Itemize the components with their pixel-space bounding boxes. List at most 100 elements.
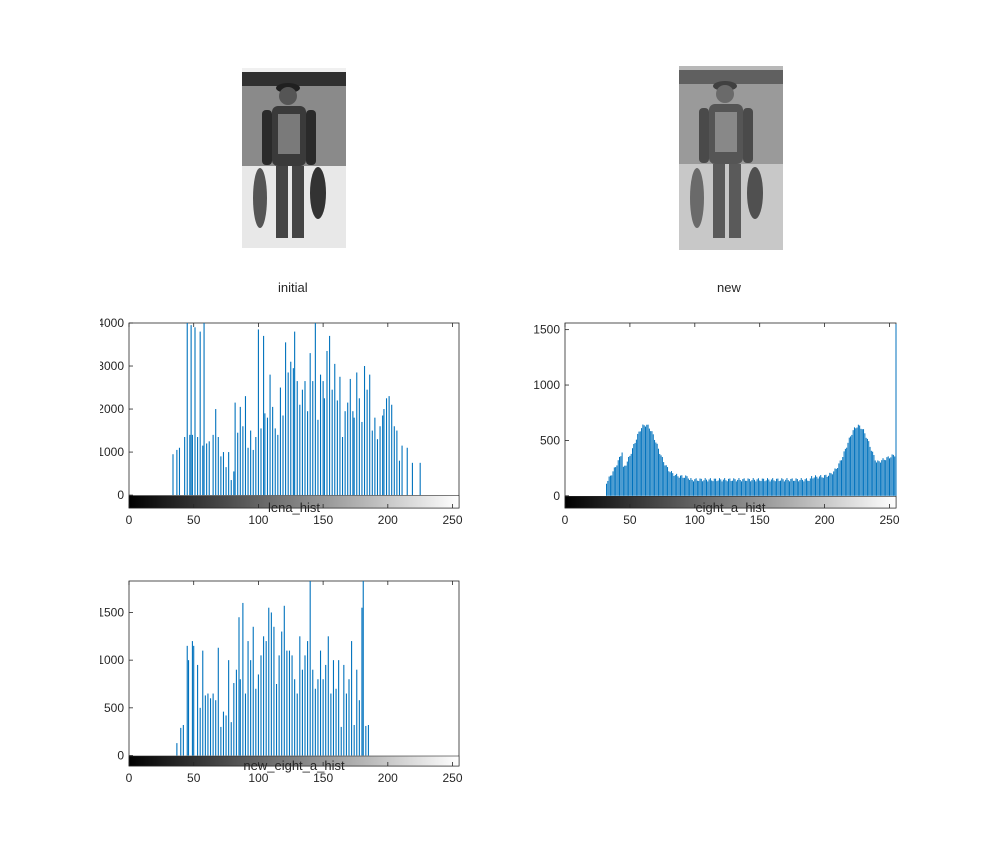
histogram-bar	[250, 430, 252, 496]
histogram-bar	[309, 353, 311, 496]
histogram-bar	[307, 641, 309, 756]
histogram-bar	[247, 641, 249, 756]
histogram-bar	[826, 476, 828, 496]
histogram-bar	[277, 434, 279, 496]
histogram-bar	[720, 479, 722, 496]
histogram-bar	[635, 439, 637, 496]
histogram-bar	[828, 475, 830, 496]
histogram-bar	[815, 475, 817, 496]
y-tick-label: 0	[553, 489, 560, 503]
histogram-bar	[764, 481, 766, 496]
histogram-bar	[705, 479, 707, 496]
histogram-bar	[722, 479, 724, 496]
histogram-bar	[868, 441, 870, 496]
histogram-bar	[886, 457, 888, 496]
histogram-bar	[725, 480, 727, 496]
histogram-bar	[340, 726, 342, 756]
histogram-bar	[794, 480, 796, 496]
histogram-bar	[263, 636, 265, 756]
histogram-bar	[382, 415, 384, 496]
histogram-bar	[186, 323, 188, 496]
histogram-bar	[292, 368, 294, 496]
histogram-bar	[696, 480, 698, 496]
histogram-bar	[343, 664, 345, 756]
histogram-bar	[317, 679, 319, 756]
histogram-bar	[773, 480, 775, 496]
histogram-bar	[358, 398, 360, 496]
histogram-bar	[338, 660, 340, 756]
x-axis-label: new_eight_a_hist	[243, 758, 345, 773]
histogram-bar	[217, 437, 219, 496]
histogram-bar	[301, 669, 303, 756]
histogram-bar	[296, 381, 298, 496]
histogram-bar	[883, 459, 885, 496]
histogram-bar	[190, 325, 192, 496]
histogram-bar	[281, 631, 283, 756]
histogram-bar	[703, 480, 705, 496]
histogram-bar	[230, 480, 232, 496]
histogram-bar	[606, 483, 608, 496]
histogram-bar	[252, 626, 254, 756]
histogram-bar	[609, 475, 611, 496]
histogram-bar	[690, 478, 692, 496]
histogram-bar	[642, 424, 644, 496]
new-caption: new	[717, 280, 741, 295]
histogram-bar	[233, 683, 235, 756]
histogram-bar	[207, 693, 209, 756]
histogram-bar	[388, 396, 390, 496]
histogram-bar	[637, 433, 639, 496]
histogram-bar	[709, 478, 711, 496]
histogram-bar	[759, 480, 761, 496]
histogram-bar	[792, 480, 794, 496]
histogram-bar	[693, 481, 695, 496]
histogram-bar	[647, 424, 649, 496]
histogram-bar	[765, 480, 767, 496]
eight-a-hist-chart: 0 500 1000 1500 0 50 100 150 200 250 eight_a_hist	[533, 322, 900, 527]
histogram-bar	[273, 626, 275, 756]
histogram-bar	[840, 460, 842, 496]
histogram-bar	[222, 711, 225, 756]
histogram-bar	[638, 431, 640, 496]
histogram-bar	[851, 434, 853, 496]
histogram-bar	[878, 461, 880, 496]
histogram-bar	[613, 467, 615, 496]
histogram-bar	[304, 655, 306, 756]
histogram-bar	[255, 688, 257, 756]
histogram-bar	[644, 426, 646, 496]
histogram-bar	[789, 481, 791, 496]
histogram-bar	[194, 327, 196, 496]
histogram-bar	[698, 480, 700, 496]
histogram-bar	[785, 479, 787, 496]
histogram-bar	[235, 669, 237, 756]
histogram-bar	[802, 479, 804, 496]
histogram-bar	[385, 398, 388, 496]
histogram-bar	[811, 476, 813, 496]
histogram-bar	[763, 478, 765, 496]
histogram-bar	[837, 467, 839, 496]
histogram-bar	[856, 427, 858, 496]
histogram-bar	[853, 427, 855, 496]
histogram-bar	[242, 602, 244, 756]
histogram-bar	[889, 458, 891, 496]
histogram-bar	[278, 655, 280, 756]
histogram-bar	[882, 458, 884, 496]
histogram-bar	[829, 472, 831, 496]
histogram-bar	[738, 478, 740, 496]
histogram-bar	[348, 679, 350, 756]
histogram-bar	[225, 715, 227, 756]
histogram-bar	[805, 478, 807, 496]
initial-image	[242, 68, 346, 248]
histogram-bar	[250, 660, 252, 756]
histogram-bar	[861, 429, 863, 496]
histogram-bar	[670, 471, 672, 496]
histogram-bar	[687, 478, 689, 496]
histogram-bar	[761, 478, 763, 496]
histogram-bar	[791, 478, 793, 496]
x-tick-label: 0	[126, 513, 133, 527]
histogram-bar	[203, 323, 205, 496]
histogram-bar	[874, 460, 876, 496]
histogram-bar	[673, 476, 675, 496]
histogram-bar	[396, 430, 398, 496]
histogram-bar	[786, 478, 788, 496]
histogram-bar	[351, 641, 353, 756]
